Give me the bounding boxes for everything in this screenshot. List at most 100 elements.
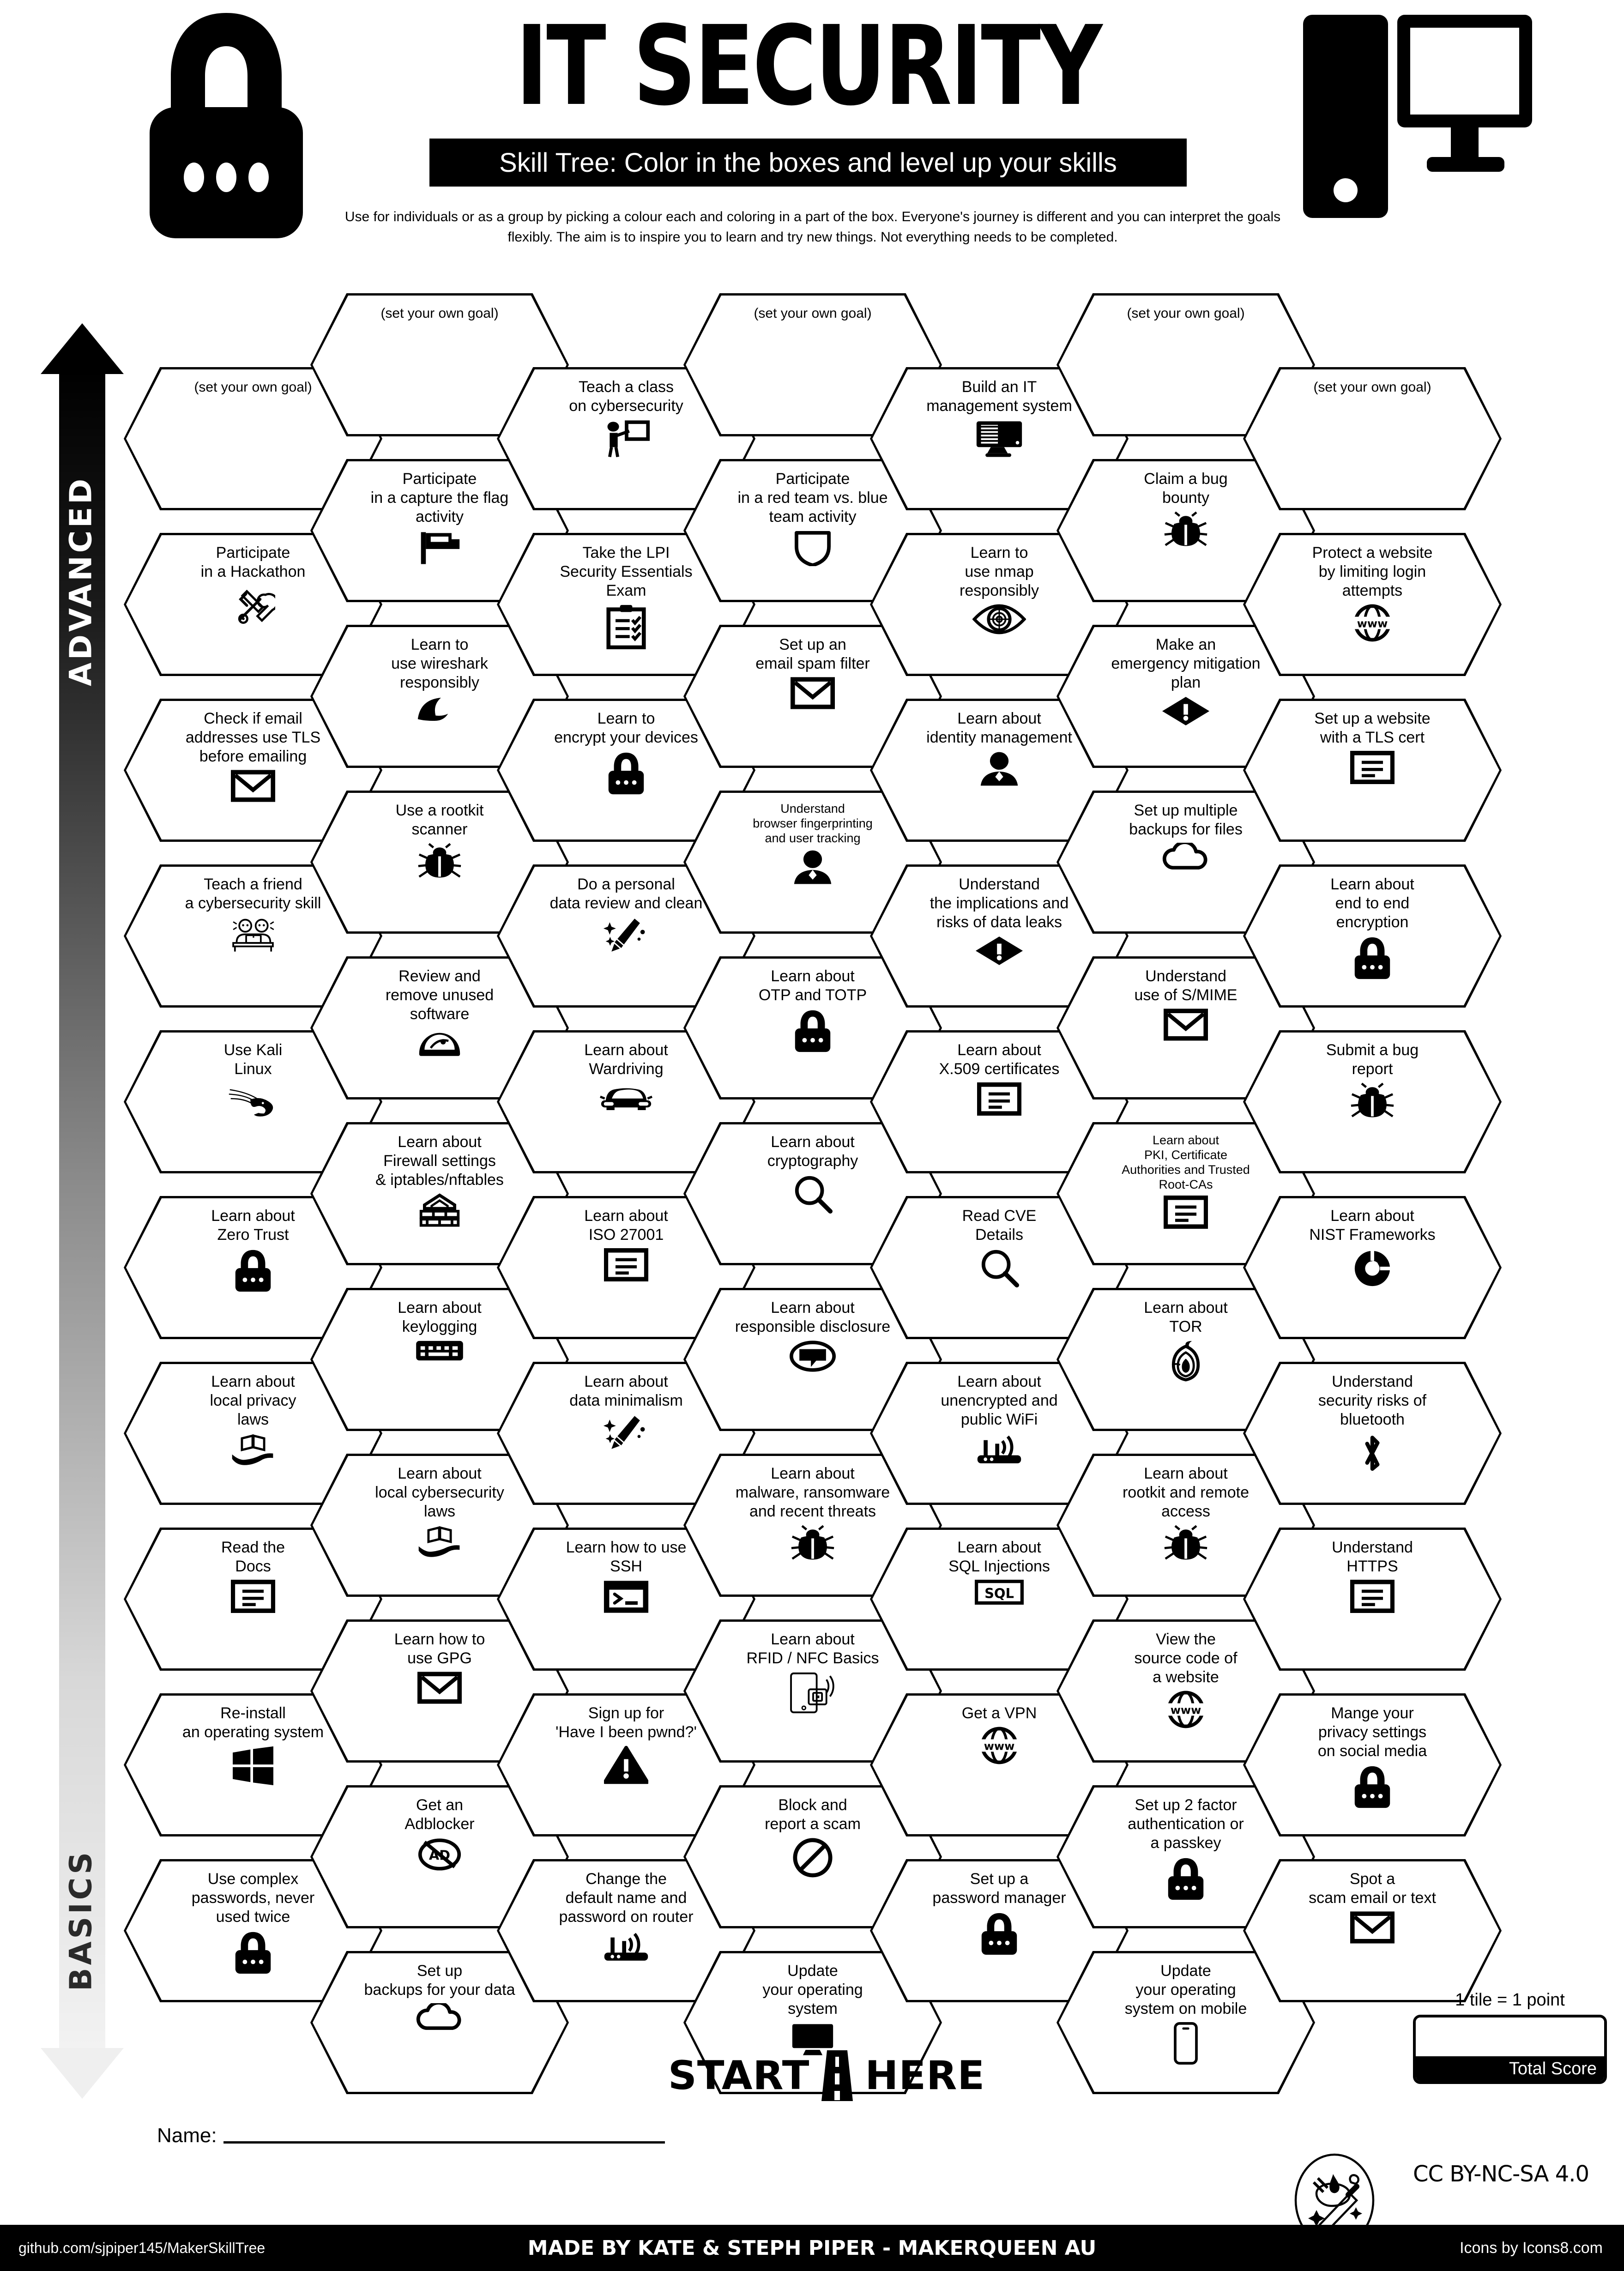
tor-onion-icon	[1166, 1340, 1206, 1383]
hex-body: Understand HTTPS	[1245, 1530, 1499, 1668]
gauge-icon	[417, 1027, 462, 1056]
skill-tile-label: Update your operating system	[762, 1962, 863, 2017]
github-link[interactable]: github.com/sjpiper145/MakerSkillTree	[18, 2239, 266, 2256]
difficulty-axis: ADVANCED BASICS	[28, 323, 134, 2101]
skill-tile-label: Learn about NIST Frameworks	[1309, 1207, 1436, 1244]
page-footer: github.com/sjpiper145/MakerSkillTree MAD…	[0, 2225, 1624, 2271]
skill-tile-label: Use complex passwords, never used twice	[191, 1870, 315, 1926]
terminal-icon	[603, 1580, 649, 1614]
skill-tile[interactable]: Learn to use wireshark responsibly	[310, 625, 569, 768]
score-input[interactable]	[1416, 2017, 1604, 2056]
user-silhouette-icon	[978, 751, 1020, 787]
skill-tile-label: Re-install an operating system	[182, 1704, 324, 1741]
skill-tile-label: Understand use of S/MIME	[1134, 967, 1238, 1004]
www-globe-icon: www	[977, 1727, 1021, 1764]
road-icon	[819, 2050, 856, 2101]
padlock-icon	[605, 751, 647, 796]
envelope-icon	[791, 677, 835, 709]
skill-tile-label: Learn how to use SSH	[566, 1539, 687, 1575]
page-title: IT SECURITY	[515, 2, 1103, 130]
shield-icon	[794, 530, 832, 566]
skill-tile-label: Learn about keylogging	[398, 1299, 482, 1335]
hex-body: (set your own goal)	[1059, 296, 1313, 434]
eye-target-icon	[972, 604, 1026, 634]
bug-icon	[1164, 511, 1208, 547]
skill-tile[interactable]: (set your own goal)	[1243, 367, 1502, 510]
monitor-icon	[791, 2022, 835, 2057]
broom-sparkle-icon	[602, 1414, 651, 1452]
skill-tile[interactable]: Learn to use nmap responsibly	[870, 533, 1129, 676]
shark-fin-icon	[415, 696, 464, 723]
prohibited-icon	[792, 1837, 833, 1878]
skill-tile-label: Learn about Wardriving	[584, 1041, 668, 1078]
start-here-marker: START HERE	[656, 2046, 997, 2106]
skill-tile-label: Learn about OTP and TOTP	[758, 967, 867, 1004]
warning-triangle-icon	[604, 1746, 648, 1784]
padlock-icon	[1351, 1764, 1394, 1810]
skill-tile[interactable]: Update your operating system on mobile	[1057, 1951, 1315, 2094]
skill-tile-label: Learn about Firewall settings & iptables/n…	[375, 1133, 504, 1189]
start-word: START	[668, 2053, 810, 2099]
skill-tile-label: Learn about RFID / NFC Basics	[746, 1631, 879, 1667]
skill-tile-label: Learn about X.509 certificates	[939, 1041, 1060, 1078]
open-book-hand-icon	[415, 1525, 464, 1558]
axis-arrow-down-icon	[41, 2048, 124, 2099]
clipboard-checklist-icon	[606, 604, 646, 649]
icons-credit[interactable]: Icons by Icons8.com	[1460, 2239, 1603, 2257]
subtitle-text: Skill Tree: Color in the boxes and level…	[499, 147, 1117, 178]
open-book-hand-icon	[229, 1433, 278, 1466]
windows-icon	[231, 1746, 275, 1785]
firewall-icon	[417, 1193, 462, 1227]
router-icon	[975, 1433, 1024, 1465]
hex-body: Understand browser fingerprinting and user…	[686, 793, 940, 931]
bug-icon	[417, 843, 462, 879]
skill-tile-label: Set up multiple backups for files	[1129, 802, 1243, 838]
skill-tile-label: Set up an email spam filter	[755, 636, 870, 672]
total-score-box[interactable]: Total Score	[1413, 2015, 1607, 2084]
padlock-icon	[1351, 936, 1394, 981]
skill-tile-label: Learn how to use GPG	[394, 1631, 485, 1667]
svg-text:www: www	[1171, 1704, 1201, 1717]
hex-body: Learn about NIST Frameworks	[1245, 1198, 1499, 1337]
skill-tile[interactable]: Teach a class on cybersecurity	[497, 367, 755, 510]
skill-tile-label: Learn to use nmap responsibly	[960, 544, 1039, 599]
skill-tile-label: Learn about unencrypted and public WiFi	[941, 1373, 1058, 1428]
skill-tile[interactable]: Submit a bug report	[1243, 1030, 1502, 1173]
name-input[interactable]	[223, 2140, 665, 2144]
skill-tile[interactable]: Learn about NIST Frameworks	[1243, 1196, 1502, 1339]
skill-tile-label: Make an emergency mitigation plan	[1111, 636, 1261, 691]
skill-tile[interactable]: Understand HTTPS	[1243, 1528, 1502, 1671]
document-icon	[1350, 1580, 1395, 1613]
skill-tile[interactable]: Set up a website with a TLS cert	[1243, 699, 1502, 842]
skill-tile-label: Protect a website by limiting login attemp…	[1312, 544, 1433, 599]
skill-tile[interactable]: Learn about end to end encryption	[1243, 864, 1502, 1008]
skill-tile-label: Teach a friend a cybersecurity skill	[185, 876, 321, 912]
axis-arrow-up-icon	[41, 323, 124, 374]
donut-chart-icon	[1352, 1248, 1393, 1289]
skill-tile[interactable]: Mange your privacy settings on social medi…	[1243, 1693, 1502, 1836]
document-icon	[1350, 751, 1395, 784]
no-speech-icon	[790, 1340, 836, 1372]
skill-tile[interactable]: Protect a website by limiting login attemp…	[1243, 533, 1502, 676]
two-people-laptop-icon	[227, 917, 279, 956]
score-panel: 1 tile = 1 point Total Score	[1413, 1990, 1607, 2084]
skill-tile-label: (set your own goal)	[380, 306, 499, 321]
nfc-phone-icon	[788, 1672, 837, 1714]
skill-tile[interactable]: Learn about identity management	[870, 699, 1129, 842]
skill-tile-label: Take the LPI Security Essentials Exam	[560, 544, 693, 599]
page-header: IT SECURITY Skill Tree: Color in the box…	[0, 0, 1624, 268]
skill-tile[interactable]: Set up backups for your data	[310, 1951, 569, 2094]
hex-body: Submit a bug report	[1245, 1033, 1499, 1171]
skill-tile-label: Set up backups for your data	[364, 1962, 515, 1999]
subtitle-banner: Skill Tree: Color in the boxes and level…	[429, 139, 1187, 187]
skill-tile-label: Participate in a red team vs. blue team ac…	[737, 470, 888, 525]
skill-tile[interactable]: Spot a scam email or text	[1243, 1859, 1502, 2002]
broom-sparkle-icon	[602, 917, 651, 954]
hex-body: Mange your privacy settings on social medi…	[1245, 1696, 1499, 1834]
skill-tile[interactable]: Understand security risks of bluetooth	[1243, 1362, 1502, 1505]
skill-tile[interactable]: (set your own goal)	[1057, 293, 1315, 436]
skill-tile-label: Learn about cryptography	[767, 1133, 858, 1170]
hex-body: (set your own goal)	[1245, 369, 1499, 508]
